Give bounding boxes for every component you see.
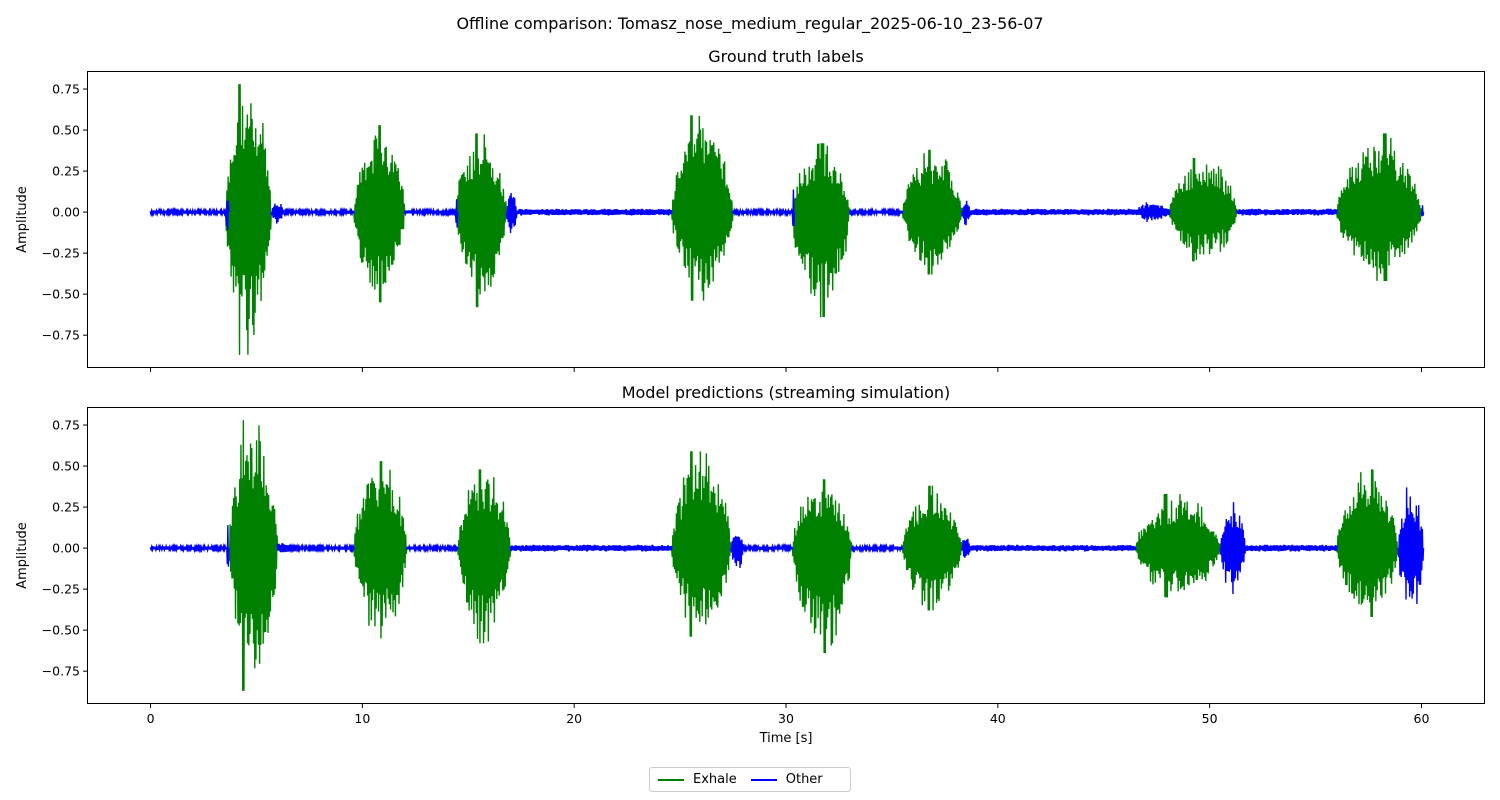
- ylabel-1: Amplitude: [15, 186, 30, 253]
- xtick-label-2-2: 20: [566, 711, 582, 726]
- segment-exhale-1-7: [1168, 157, 1238, 262]
- segment-other-2-5: [405, 542, 459, 554]
- segment-other-1-3: [270, 203, 285, 224]
- segment-other-1-1: [149, 206, 227, 218]
- segment-exhale-1-1: [225, 84, 272, 355]
- panel-title-1: Ground truth labels: [708, 47, 863, 66]
- legend-swatch-other: [750, 778, 777, 781]
- ytick-label-2-0: −0.75: [42, 664, 80, 679]
- legend-label-other: Other: [785, 772, 823, 787]
- segment-other-2-10: [961, 538, 971, 558]
- segment-other-2-3: [276, 543, 290, 553]
- segment-other-1-2: [225, 200, 230, 231]
- legend-label-exhale: Exhale: [693, 772, 737, 787]
- segment-exhale-2-7: [1134, 493, 1221, 598]
- segment-other-1-9: [732, 206, 794, 218]
- ytick-label-1-6: 0.75: [52, 82, 80, 97]
- xtick-label-2-4: 40: [990, 711, 1006, 726]
- ytick-label-2-4: 0.25: [52, 500, 80, 515]
- segment-other-2-1: [149, 542, 228, 554]
- legend: Exhale Other: [649, 767, 851, 792]
- segment-exhale-1-6: [901, 149, 963, 275]
- ytick-label-1-0: −0.75: [42, 328, 80, 343]
- series-exhale-2: [228, 420, 1399, 691]
- segment-other-1-16: [1420, 205, 1425, 217]
- segment-other-2-4: [287, 542, 355, 554]
- segment-exhale-1-4: [670, 115, 734, 301]
- legend-swatch-exhale: [658, 778, 684, 781]
- segment-exhale-1-8: [1336, 133, 1423, 282]
- segment-exhale-2-8: [1336, 469, 1399, 618]
- segment-other-1-5: [403, 206, 457, 218]
- segment-exhale-1-3: [454, 133, 508, 308]
- xlabel-2: Time [s]: [759, 731, 813, 746]
- segment-exhale-2-1: [228, 420, 279, 691]
- ytick-label-2-6: 0.75: [52, 418, 80, 433]
- segment-exhale-2-5: [791, 479, 853, 654]
- segment-other-1-10: [791, 189, 796, 227]
- axes-frame-2: [87, 407, 1485, 704]
- ylabel-2: Amplitude: [15, 522, 30, 589]
- segment-other-1-12: [961, 200, 971, 226]
- segment-other-2-2: [226, 525, 230, 567]
- series-other-2: [149, 487, 1425, 604]
- panel-2: −0.75 −0.50 −0.25 0.00 0.25 0.50 0.75 0 10 20 30 40…: [15, 383, 1485, 746]
- panel-title-2: Model predictions (streaming simulation): [622, 383, 951, 402]
- legend-entry-exhale: Exhale: [658, 772, 737, 787]
- series-other-1: [149, 189, 1425, 234]
- segment-other-1-11: [848, 206, 904, 218]
- figure-title: Offline comparison: Tomasz_nose_medium_r…: [456, 14, 1044, 33]
- segment-exhale-2-3: [456, 469, 512, 644]
- xtick-label-2-3: 30: [778, 711, 794, 726]
- segment-exhale-2-4: [670, 451, 732, 637]
- segment-other-2-6: [509, 544, 673, 552]
- segment-other-2-13: [1244, 544, 1338, 552]
- ytick-label-2-5: 0.50: [52, 459, 80, 474]
- segment-other-1-6: [454, 199, 459, 228]
- segment-other-2-7: [730, 535, 745, 568]
- segment-exhale-1-5: [791, 143, 851, 318]
- segment-other-1-15: [1236, 208, 1338, 216]
- axes-frame-1: [87, 71, 1485, 368]
- panel-1: −0.75 −0.50 −0.25 0.00 0.25 0.50 0.75 Ground tr…: [15, 47, 1485, 372]
- xtick-label-2-1: 10: [354, 711, 370, 726]
- ytick-label-1-2: −0.25: [42, 246, 80, 261]
- ytick-label-2-3: 0.00: [52, 541, 80, 556]
- xtick-label-2-6: 60: [1414, 711, 1430, 726]
- segment-other-1-7: [505, 193, 518, 234]
- ytick-label-1-4: 0.25: [52, 164, 80, 179]
- ytick-label-1-5: 0.50: [52, 123, 80, 138]
- segment-other-2-11: [969, 544, 1137, 552]
- segment-other-2-8: [742, 542, 794, 554]
- segment-other-1-14: [1134, 202, 1170, 222]
- legend-entry-other: Other: [750, 772, 823, 787]
- segment-other-1-8: [516, 208, 673, 216]
- segment-exhale-1-2: [353, 125, 406, 303]
- segment-other-2-9: [850, 542, 904, 554]
- ytick-label-1-1: −0.50: [42, 287, 80, 302]
- ytick-label-1-3: 0.00: [52, 205, 80, 220]
- segment-other-2-14: [1397, 487, 1425, 604]
- xtick-label-2-0: 0: [147, 711, 155, 726]
- segment-exhale-2-2: [353, 461, 408, 639]
- series-exhale-1: [225, 84, 1423, 355]
- ytick-label-2-1: −0.50: [42, 623, 80, 638]
- segment-other-2-12: [1219, 502, 1247, 595]
- xtick-label-2-5: 50: [1202, 711, 1218, 726]
- segment-other-1-4: [283, 206, 355, 218]
- segment-exhale-2-6: [901, 485, 963, 611]
- ytick-label-2-2: −0.25: [42, 582, 80, 597]
